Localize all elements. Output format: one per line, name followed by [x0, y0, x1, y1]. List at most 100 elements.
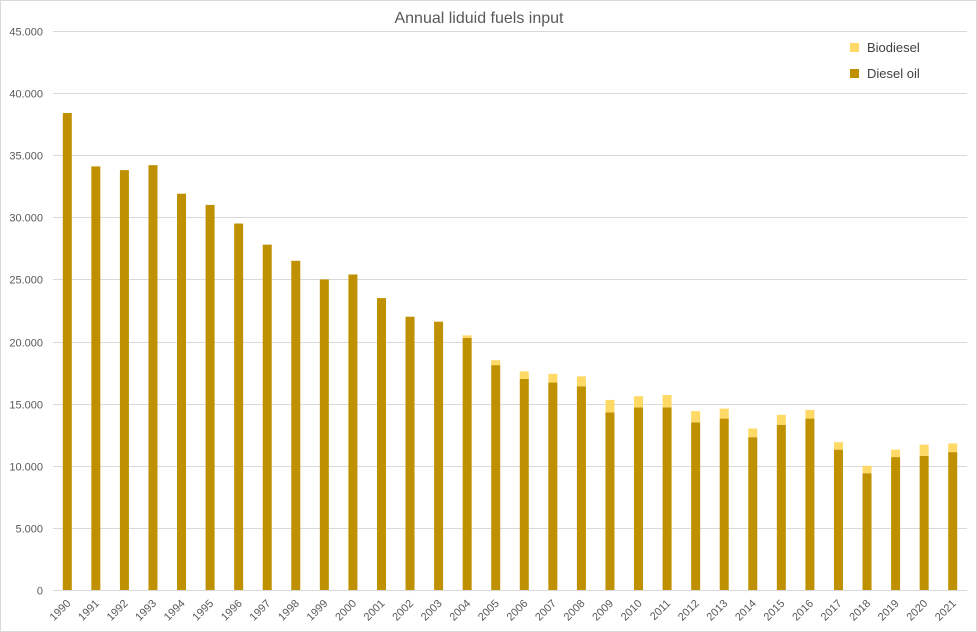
bar-diesel-oil-2011 [662, 407, 672, 590]
bar-diesel-oil-1998 [291, 260, 301, 590]
legend-swatch [850, 69, 859, 78]
x-tick-label: 2004 [447, 598, 473, 624]
bar-biodiesel-2011 [662, 394, 672, 408]
x-tick-label: 2010 [619, 598, 645, 624]
bar-diesel-oil-2008 [576, 386, 586, 590]
y-tick-label: 40.000 [9, 89, 43, 101]
bar-biodiesel-2018 [862, 465, 872, 474]
bar-biodiesel-2010 [634, 396, 644, 408]
chart-title: Annual liduid fuels input [394, 10, 564, 27]
bar-diesel-oil-2021 [948, 452, 958, 590]
x-tick-label: 2008 [562, 598, 588, 624]
bar-diesel-oil-2012 [691, 422, 701, 590]
bar-diesel-oil-1991 [91, 166, 101, 590]
y-axis-tick-labels: 0 5.000 10.000 15.000 20.000 25.000 30.000 35.0… [9, 27, 43, 598]
bar-diesel-oil-1990 [62, 112, 72, 591]
x-axis-tick-labels: 1990 1991 1992 1993 1994 1995 1996 1997 1998 1999… [48, 598, 959, 624]
x-tick-label: 2003 [419, 598, 445, 624]
bar-diesel-oil-1993 [148, 165, 158, 590]
bar-diesel-oil-2010 [634, 407, 644, 590]
bar-diesel-oil-2005 [491, 365, 501, 590]
x-tick-label: 1997 [248, 598, 274, 624]
bar-biodiesel-2013 [719, 408, 729, 419]
x-tick-label: 1995 [190, 598, 216, 624]
bar-diesel-oil-2015 [776, 424, 786, 590]
legend: Biodiesel Diesel oil [850, 40, 920, 81]
bar-diesel-oil-1999 [319, 279, 329, 590]
bar-biodiesel-2004 [462, 335, 472, 338]
x-tick-label: 2006 [505, 598, 531, 624]
x-tick-label: 1996 [219, 598, 245, 624]
bar-diesel-oil-2016 [805, 418, 815, 590]
x-tick-label: 1990 [48, 598, 74, 624]
x-tick-label: 2021 [933, 598, 959, 624]
grid-lines [53, 31, 967, 591]
y-tick-label: 5.000 [15, 524, 43, 536]
x-tick-label: 2002 [390, 598, 416, 624]
y-tick-label: 30.000 [9, 213, 43, 225]
x-tick-label: 2019 [876, 598, 902, 624]
y-tick-label: 45.000 [9, 27, 43, 39]
x-tick-label: 2017 [819, 598, 845, 624]
bar-biodiesel-2021 [948, 443, 958, 453]
bar-diesel-oil-1995 [205, 204, 215, 590]
bar-biodiesel-2009 [605, 399, 615, 413]
bar-biodiesel-2012 [691, 411, 701, 423]
x-tick-label: 1999 [305, 598, 331, 624]
bar-biodiesel-2015 [776, 414, 786, 425]
y-tick-label: 0 [37, 586, 43, 598]
bar-diesel-oil-2003 [434, 321, 444, 590]
y-tick-label: 10.000 [9, 462, 43, 474]
x-tick-label: 1998 [276, 598, 302, 624]
bar-diesel-oil-1992 [119, 170, 129, 590]
y-tick-label: 25.000 [9, 275, 43, 287]
y-tick-label: 20.000 [9, 338, 43, 350]
x-tick-label: 2013 [705, 598, 731, 624]
x-tick-label: 2011 [648, 598, 673, 623]
bar-diesel-oil-2002 [405, 316, 415, 590]
x-tick-label: 2007 [533, 598, 559, 624]
bar-diesel-oil-2019 [891, 457, 901, 590]
x-tick-label: 1994 [162, 598, 188, 624]
bar-diesel-oil-1996 [234, 223, 244, 591]
bar-diesel-oil-2009 [605, 412, 615, 590]
bar-diesel-oil-2004 [462, 337, 472, 590]
x-tick-label: 1991 [76, 598, 102, 624]
bar-biodiesel-2020 [919, 444, 929, 456]
x-tick-label: 2014 [733, 598, 759, 624]
bar-diesel-oil-2014 [748, 437, 758, 590]
bars [62, 112, 958, 591]
bar-diesel-oil-2017 [833, 449, 843, 590]
bar-biodiesel-2006 [519, 371, 529, 379]
bar-biodiesel-2005 [491, 360, 501, 366]
bar-biodiesel-2008 [576, 376, 586, 387]
x-tick-label: 2015 [762, 598, 788, 624]
y-tick-label: 15.000 [9, 400, 43, 412]
bar-biodiesel-2017 [833, 442, 843, 450]
y-tick-label: 35.000 [9, 151, 43, 163]
bar-biodiesel-2007 [548, 373, 558, 383]
x-tick-label: 1992 [105, 598, 131, 624]
x-tick-label: 2001 [362, 598, 388, 624]
x-tick-label: 1993 [133, 598, 159, 624]
bar-diesel-oil-1997 [262, 244, 272, 590]
x-tick-label: 2012 [676, 598, 702, 624]
legend-swatch [850, 43, 859, 52]
bar-diesel-oil-1994 [177, 193, 187, 591]
x-tick-label: 2018 [847, 598, 873, 624]
bar-diesel-oil-2000 [348, 274, 358, 590]
x-tick-label: 2009 [590, 598, 616, 624]
x-tick-label: 2020 [904, 598, 930, 624]
bar-diesel-oil-2013 [719, 418, 729, 590]
x-tick-label: 2005 [476, 598, 502, 624]
bar-diesel-oil-2018 [862, 473, 872, 590]
bar-diesel-oil-2007 [548, 382, 558, 590]
bar-biodiesel-2014 [748, 428, 758, 438]
bar-diesel-oil-2006 [519, 378, 529, 590]
bar-biodiesel-2019 [891, 449, 901, 458]
legend-label: Diesel oil [867, 66, 920, 81]
bar-biodiesel-2016 [805, 409, 815, 419]
x-tick-label: 2016 [790, 598, 816, 624]
